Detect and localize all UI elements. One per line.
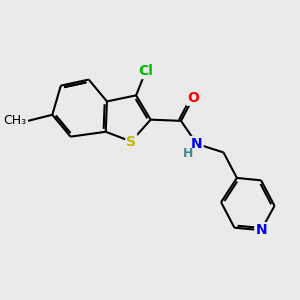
- Text: N: N: [191, 137, 202, 151]
- Text: S: S: [126, 134, 136, 148]
- Text: O: O: [187, 91, 199, 105]
- Text: Cl: Cl: [138, 64, 153, 78]
- Text: H: H: [183, 147, 194, 160]
- Text: N: N: [255, 223, 267, 237]
- Text: CH₃: CH₃: [4, 114, 27, 128]
